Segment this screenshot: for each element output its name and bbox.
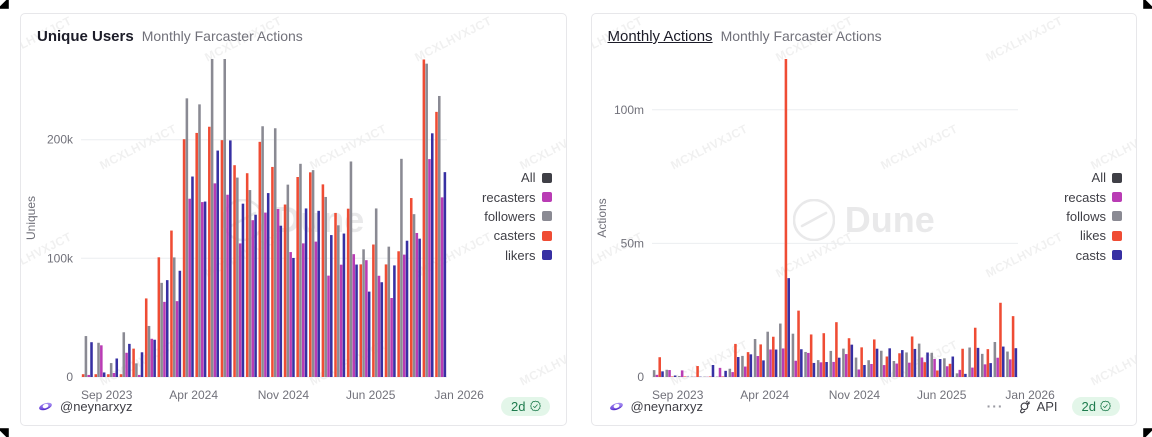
svg-text:50m: 50m: [620, 236, 643, 250]
svg-text:0: 0: [637, 370, 644, 384]
svg-text:Uniques: Uniques: [24, 196, 38, 240]
svg-text:200k: 200k: [47, 133, 74, 147]
svg-text:100m: 100m: [613, 103, 643, 117]
svg-text:100k: 100k: [47, 251, 74, 265]
svg-text:0: 0: [66, 370, 73, 384]
svg-text:Actions: Actions: [595, 198, 609, 237]
